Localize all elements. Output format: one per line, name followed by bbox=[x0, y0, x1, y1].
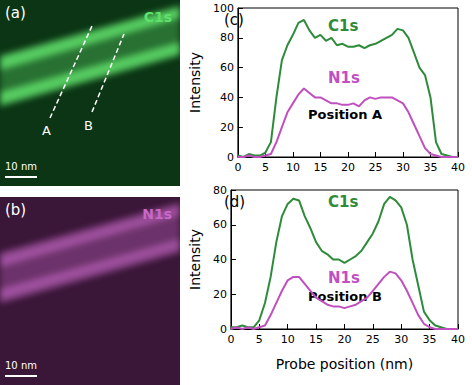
svg-text:0: 0 bbox=[234, 161, 241, 174]
svg-text:25: 25 bbox=[366, 333, 380, 346]
svg-text:60: 60 bbox=[213, 218, 227, 231]
svg-text:30: 30 bbox=[396, 161, 410, 174]
svg-text:20: 20 bbox=[220, 121, 234, 134]
svg-text:5: 5 bbox=[262, 161, 269, 174]
svg-text:0: 0 bbox=[227, 151, 234, 164]
svg-text:25: 25 bbox=[368, 161, 382, 174]
svg-text:0: 0 bbox=[220, 323, 227, 336]
svg-text:15: 15 bbox=[309, 333, 323, 346]
svg-text:C1s: C1s bbox=[328, 17, 358, 35]
svg-text:0: 0 bbox=[227, 333, 234, 346]
svg-text:Intensity: Intensity bbox=[187, 52, 203, 113]
svg-text:40: 40 bbox=[213, 253, 227, 266]
svg-text:35: 35 bbox=[423, 161, 437, 174]
svg-text:(d): (d) bbox=[224, 193, 245, 211]
svg-text:B: B bbox=[84, 118, 93, 133]
svg-text:80: 80 bbox=[213, 184, 227, 197]
svg-text:10: 10 bbox=[281, 333, 295, 346]
svg-text:20: 20 bbox=[341, 161, 355, 174]
svg-text:100: 100 bbox=[213, 2, 234, 15]
svg-text:Position A: Position A bbox=[308, 107, 382, 122]
svg-text:(c): (c) bbox=[224, 10, 244, 29]
svg-text:N1s: N1s bbox=[142, 206, 172, 222]
svg-text:60: 60 bbox=[220, 61, 234, 74]
svg-text:30: 30 bbox=[394, 333, 408, 346]
svg-text:5: 5 bbox=[256, 333, 263, 346]
svg-text:C1s: C1s bbox=[328, 193, 358, 211]
svg-text:40: 40 bbox=[451, 333, 465, 346]
svg-text:Probe position (nm): Probe position (nm) bbox=[276, 356, 414, 372]
svg-text:10: 10 bbox=[286, 161, 300, 174]
svg-text:35: 35 bbox=[423, 333, 437, 346]
svg-text:Intensity: Intensity bbox=[187, 229, 203, 290]
svg-text:A: A bbox=[42, 123, 51, 138]
svg-text:Position B: Position B bbox=[308, 289, 382, 304]
svg-text:N1s: N1s bbox=[328, 269, 360, 287]
svg-text:20: 20 bbox=[213, 288, 227, 301]
svg-text:80: 80 bbox=[220, 31, 234, 44]
svg-text:(b): (b) bbox=[5, 201, 26, 219]
svg-text:(a): (a) bbox=[5, 4, 26, 22]
svg-text:10 nm: 10 nm bbox=[5, 360, 37, 371]
svg-text:10 nm: 10 nm bbox=[5, 161, 37, 172]
svg-text:40: 40 bbox=[451, 161, 465, 174]
svg-text:15: 15 bbox=[313, 161, 327, 174]
svg-text:N1s: N1s bbox=[328, 69, 360, 87]
svg-text:20: 20 bbox=[337, 333, 351, 346]
svg-text:C1s: C1s bbox=[144, 9, 172, 25]
svg-text:40: 40 bbox=[220, 91, 234, 104]
